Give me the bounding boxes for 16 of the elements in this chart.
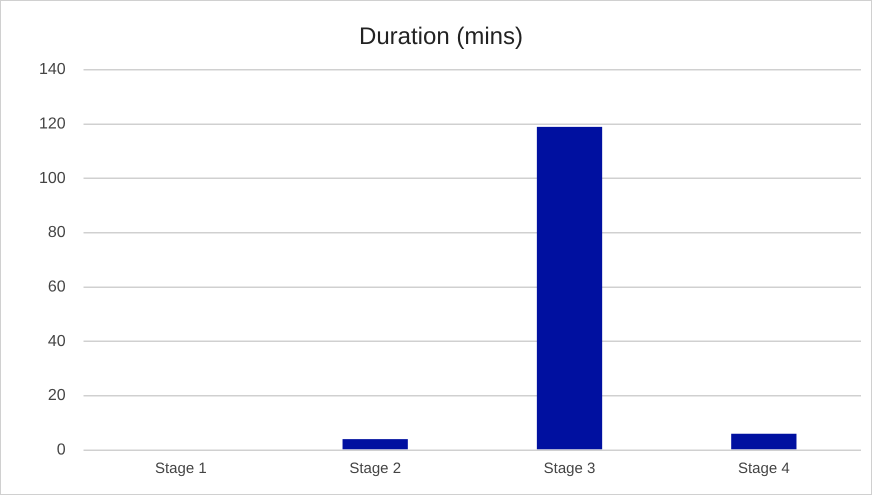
y-tick-label: 100 (38, 170, 66, 187)
y-tick-label: 40 (48, 332, 66, 350)
x-tick-label: Stage 3 (544, 460, 596, 478)
y-tick-label: 120 (38, 116, 66, 133)
x-tick-label: Stage 1 (155, 460, 207, 478)
bar (731, 434, 796, 450)
x-tick-label: Stage 4 (738, 460, 790, 478)
y-tick-label: 60 (48, 278, 66, 296)
bar (536, 126, 602, 450)
y-tick-label: 0 (56, 441, 66, 458)
y-tick-label: 80 (48, 224, 66, 242)
x-tick-label: Stage 2 (349, 460, 402, 478)
bar (342, 439, 408, 450)
y-tick-label: 20 (48, 387, 66, 404)
chart-title: Duration (mins) (358, 23, 524, 50)
y-tick-label: 140 (38, 61, 66, 78)
